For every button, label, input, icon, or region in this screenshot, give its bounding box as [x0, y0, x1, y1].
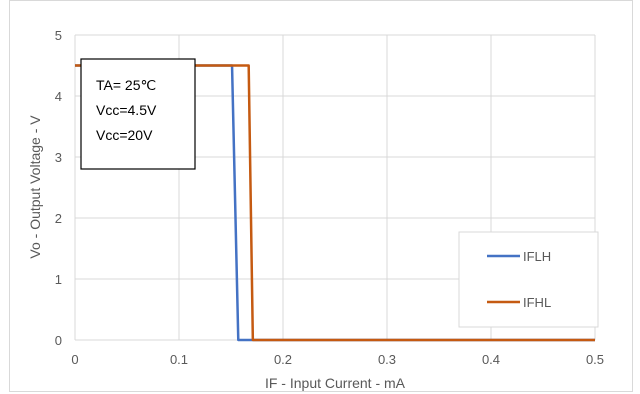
- annotation-border: [80, 58, 196, 170]
- x-tick-label: 0.5: [586, 352, 604, 367]
- y-tick-label: 4: [55, 89, 62, 104]
- legend-label: IFHL: [523, 295, 551, 310]
- x-tick-label: 0.3: [378, 352, 396, 367]
- x-tick-label: 0.1: [170, 352, 188, 367]
- grid: [74, 34, 596, 341]
- chart-frame: [9, 0, 633, 392]
- legend: IFLH IFHL: [458, 231, 599, 328]
- y-tick-label: 2: [55, 211, 62, 226]
- annotation-line: Vcc=4.5V: [96, 102, 157, 118]
- y-tick-label: 0: [55, 333, 62, 348]
- y-tick-labels: 0 1 2 3 4 5: [55, 28, 62, 348]
- x-tick-label: 0: [71, 352, 78, 367]
- legend-box: [458, 231, 599, 328]
- annotation-line: TA= 25℃: [96, 77, 156, 93]
- y-tick-label: 5: [55, 28, 62, 43]
- x-tick-label: 0.2: [274, 352, 292, 367]
- x-tick-labels: 0 0.1 0.2 0.3 0.4 0.5: [71, 352, 604, 367]
- y-axis-title: Vo - Output Voltage - V: [27, 115, 43, 259]
- y-tick-label: 3: [55, 150, 62, 165]
- x-axis-title: IF - Input Current - mA: [265, 375, 406, 391]
- x-tick-label: 0.4: [482, 352, 500, 367]
- y-tick-label: 1: [55, 272, 62, 287]
- legend-label: IFLH: [523, 249, 551, 264]
- annotation-line: Vcc=20V: [96, 127, 153, 143]
- annotation-box: TA= 25℃ Vcc=4.5V Vcc=20V: [80, 58, 196, 170]
